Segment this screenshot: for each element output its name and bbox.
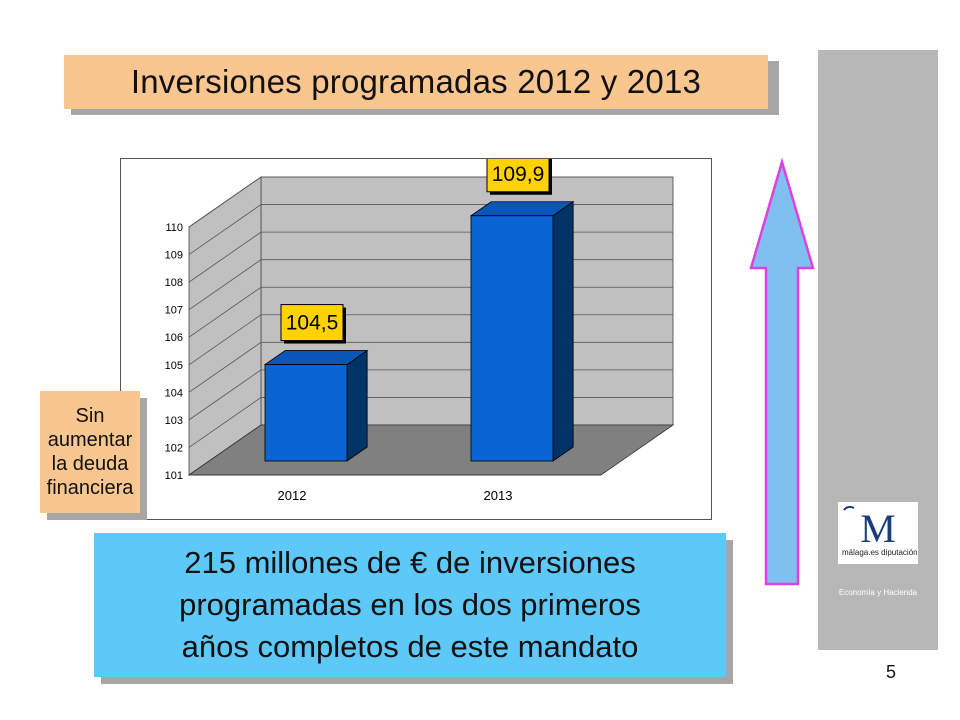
bar-chart: 101 102 103 104 105 106 107 108 109 110 2012 104,5 2… <box>120 158 712 520</box>
x-tick-label: 2012 <box>278 488 307 503</box>
side-note-box: Sin aumentar la deuda financiera <box>40 391 140 513</box>
diputacion-logo: M <box>838 502 918 564</box>
y-tick-label: 101 <box>165 470 183 482</box>
bar-side <box>346 349 368 462</box>
chart-svg: 101 102 103 104 105 106 107 108 109 110 2012 104,5 2… <box>165 159 675 503</box>
logo-m-icon: M <box>843 505 896 551</box>
title-box: Inversiones programadas 2012 y 2013 <box>64 55 768 109</box>
bar <box>470 215 554 462</box>
y-tick-label: 107 <box>165 305 183 317</box>
data-label-box <box>486 159 550 193</box>
data-label: 104,5 <box>286 312 339 335</box>
y-tick-label: 105 <box>165 360 183 372</box>
y-tick-label: 104 <box>165 387 183 399</box>
logo-caption: málaga.es diputación <box>842 548 918 557</box>
bar <box>264 364 348 462</box>
up-arrow-shape <box>749 157 815 586</box>
page-title: Inversiones programadas 2012 y 2013 <box>130 63 702 100</box>
bottom-note-box: 215 millones de € de inversiones program… <box>94 533 726 677</box>
up-arrow-icon <box>749 157 815 586</box>
y-tick-label: 108 <box>165 277 183 289</box>
y-tick-label: 102 <box>165 442 183 454</box>
page-number: 5 <box>886 662 897 682</box>
data-label-box <box>280 304 344 342</box>
y-tick-label: 110 <box>165 222 183 234</box>
y-tick-label: 103 <box>165 415 183 427</box>
logo-m-text: M <box>860 506 896 551</box>
bottom-note-text: 215 millones de € de inversiones program… <box>179 545 641 664</box>
y-tick-label: 106 <box>165 332 183 344</box>
y-tick-label: 109 <box>165 250 183 262</box>
chart-side-wall <box>188 176 262 476</box>
bar-side <box>552 200 574 462</box>
department-label: Economía y Hacienda <box>838 588 918 597</box>
chart-floor <box>187 424 675 476</box>
data-label: 109,9 <box>492 163 545 186</box>
side-note-text: Sin aumentar la deuda financiera <box>46 405 134 499</box>
x-tick-label: 2013 <box>484 488 513 503</box>
